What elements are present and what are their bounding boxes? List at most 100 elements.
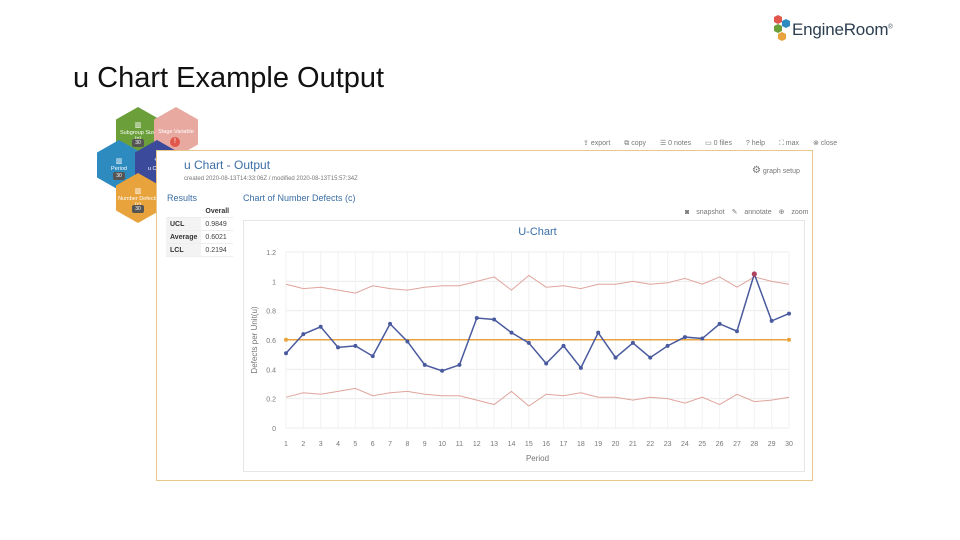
gear-icon: ⚙ bbox=[752, 165, 761, 176]
copy-label: copy bbox=[631, 140, 646, 147]
notes-button[interactable]: ☰ 0 notes bbox=[659, 140, 692, 147]
x-tick-label: 14 bbox=[508, 441, 516, 448]
y-tick-label: 1 bbox=[272, 279, 276, 286]
x-tick-label: 26 bbox=[716, 441, 724, 448]
zoom-button[interactable]: ⊕ zoom bbox=[778, 209, 809, 216]
data-point-u bbox=[301, 332, 306, 337]
data-point-center bbox=[284, 337, 288, 342]
data-point-u bbox=[509, 330, 514, 335]
max-button[interactable]: ⛶ max bbox=[778, 140, 800, 147]
data-point-u bbox=[474, 316, 479, 320]
graph-setup-button[interactable]: ⚙ graph setup bbox=[752, 165, 800, 176]
row-value: 0.2194 bbox=[201, 243, 234, 257]
help-button[interactable]: ? help bbox=[745, 140, 765, 147]
data-point-u bbox=[787, 311, 791, 316]
snapshot-button[interactable]: ◙ snapshot bbox=[685, 209, 725, 216]
x-tick-label: 21 bbox=[629, 441, 637, 448]
data-point-u bbox=[561, 343, 566, 348]
x-tick-label: 18 bbox=[577, 441, 585, 448]
x-tick-label: 11 bbox=[456, 441, 463, 448]
workflow-badge: 30 bbox=[132, 139, 144, 147]
row-value: 0.6021 bbox=[201, 230, 234, 244]
data-point-u bbox=[353, 343, 358, 348]
data-point-u bbox=[717, 321, 722, 326]
data-point-u bbox=[336, 345, 341, 350]
x-tick-label: 4 bbox=[336, 441, 340, 448]
x-tick-label: 23 bbox=[664, 441, 672, 448]
brand-mark: ® bbox=[888, 24, 893, 31]
data-point-u bbox=[769, 318, 774, 323]
x-tick-label: 6 bbox=[371, 441, 375, 448]
zoom-label: zoom bbox=[791, 209, 809, 216]
panel-meta: created 2020-08-13T14:33:06Z / modified … bbox=[184, 176, 358, 182]
brand-name-text: EngineRoom bbox=[792, 20, 889, 39]
close-button[interactable]: ⊗ close bbox=[812, 140, 838, 147]
copy-button[interactable]: ⧉ copy bbox=[624, 140, 646, 147]
output-panel bbox=[156, 150, 813, 481]
data-point-center bbox=[787, 337, 791, 342]
series-line-u bbox=[285, 271, 790, 372]
data-point-u bbox=[544, 361, 549, 366]
x-tick-label: 17 bbox=[560, 441, 568, 448]
x-tick-label: 28 bbox=[750, 441, 758, 448]
files-button[interactable]: ▭ 0 files bbox=[705, 140, 732, 147]
y-tick-label: 0.8 bbox=[266, 309, 276, 316]
data-point-u bbox=[751, 271, 757, 277]
x-tick-label: 10 bbox=[438, 441, 446, 448]
x-tick-label: 20 bbox=[612, 441, 620, 448]
data-point-u bbox=[682, 335, 687, 340]
bar-chart-icon: ▥ bbox=[115, 158, 123, 165]
annotate-button[interactable]: ✎ annotate bbox=[731, 209, 772, 216]
chart-toolbar: ◙ snapshot ✎ annotate ⊕ zoom bbox=[680, 208, 809, 216]
y-tick-label: 0 bbox=[272, 426, 276, 433]
warning-icon: ! bbox=[170, 137, 180, 147]
data-point-u bbox=[492, 317, 497, 322]
x-tick-label: 27 bbox=[733, 441, 741, 448]
x-tick-label: 8 bbox=[405, 441, 409, 448]
data-point-u bbox=[440, 368, 445, 373]
export-label: export bbox=[590, 140, 611, 147]
data-point-u bbox=[526, 340, 531, 345]
slide-title: u Chart Example Output bbox=[73, 62, 385, 94]
data-point-u bbox=[613, 355, 618, 360]
bar-chart-icon: ▥ bbox=[134, 188, 142, 195]
chart-frame bbox=[243, 220, 805, 472]
help-label: help bbox=[751, 140, 765, 147]
panel-toolbar: ⇪ export ⧉ copy ☰ 0 notes ▭ 0 files ? he… bbox=[583, 139, 849, 148]
x-tick-label: 9 bbox=[423, 441, 427, 448]
data-point-u bbox=[700, 336, 705, 341]
y-tick-label: 0.4 bbox=[266, 367, 276, 374]
y-tick-label: 0.6 bbox=[266, 338, 276, 345]
series-line-lcl bbox=[285, 387, 790, 407]
x-tick-label: 24 bbox=[681, 441, 689, 448]
snapshot-label: snapshot bbox=[696, 209, 725, 216]
export-button[interactable]: ⇪ export bbox=[583, 140, 611, 147]
x-tick-label: 13 bbox=[490, 441, 498, 448]
x-tick-label: 1 bbox=[284, 441, 288, 448]
bar-chart-icon: ▥ bbox=[134, 122, 142, 129]
series-line-ucl bbox=[285, 274, 790, 294]
x-axis-label: Period bbox=[526, 454, 549, 463]
x-tick-label: 7 bbox=[388, 441, 392, 448]
data-point-u bbox=[630, 340, 635, 345]
data-point-u bbox=[648, 355, 653, 360]
workflow-node-label: Period bbox=[111, 166, 127, 172]
data-point-u bbox=[457, 362, 462, 367]
x-tick-label: 29 bbox=[768, 441, 776, 448]
x-tick-label: 16 bbox=[542, 441, 550, 448]
row-label: UCL bbox=[166, 217, 202, 231]
row-label: LCL bbox=[166, 243, 202, 257]
y-tick-label: 0.2 bbox=[266, 397, 276, 404]
data-point-u bbox=[665, 343, 670, 348]
x-tick-label: 30 bbox=[785, 441, 793, 448]
engineroom-logo-icon bbox=[774, 15, 790, 41]
chart-title: U-Chart bbox=[518, 226, 557, 238]
table-header-row: Overall bbox=[166, 205, 234, 218]
data-point-u bbox=[405, 339, 410, 344]
workflow-badge: 30 bbox=[132, 205, 144, 213]
x-tick-label: 5 bbox=[353, 441, 357, 448]
annotate-label: annotate bbox=[744, 209, 772, 216]
data-point-u bbox=[318, 324, 323, 329]
close-label: close bbox=[820, 140, 838, 147]
